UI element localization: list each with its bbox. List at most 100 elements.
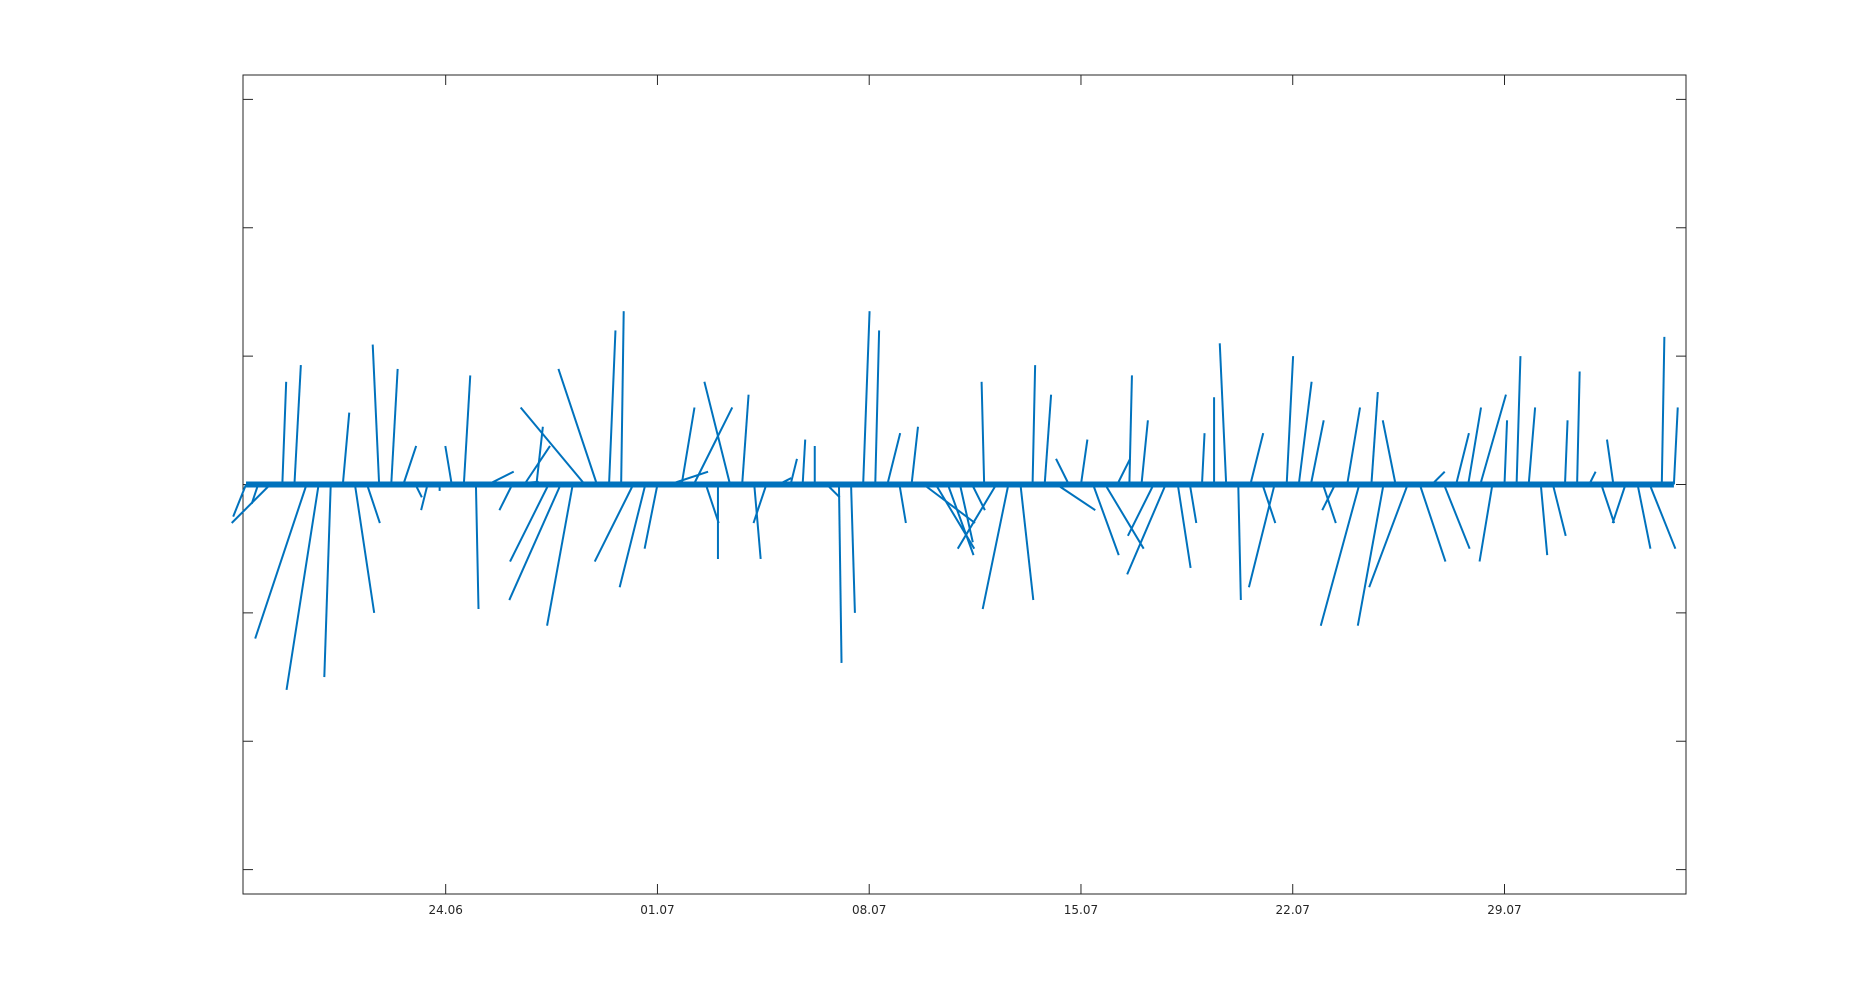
feather-vector: [366, 484, 381, 524]
feather-vector: [487, 470, 515, 486]
feather-vector: [1611, 484, 1627, 524]
feather-vector: [692, 407, 734, 485]
feather-vector: [1140, 420, 1149, 485]
feather-vector: [232, 484, 247, 517]
feather-vector: [1092, 484, 1120, 556]
feather-vector: [593, 484, 635, 562]
feather-vector: [523, 445, 551, 486]
feather-vector: [323, 484, 332, 678]
feather-vector: [1237, 484, 1242, 601]
feather-vector: [1636, 484, 1652, 549]
feather-vector: [390, 368, 399, 485]
x-tick-label: 08.07: [852, 903, 886, 917]
feather-vector: [910, 426, 919, 485]
feather-vector: [519, 406, 586, 486]
feather-vector: [1356, 484, 1385, 626]
feather-vector: [557, 368, 598, 485]
feather-vector: [254, 484, 308, 639]
feather-vector: [1247, 484, 1276, 588]
feather-vector: [509, 484, 550, 562]
feather-vector: [618, 484, 647, 588]
feather-vector: [1043, 394, 1053, 485]
feather-vector: [1600, 484, 1616, 524]
feather-vector: [462, 375, 472, 485]
feather-vector: [1019, 484, 1035, 601]
feather-vector: [1322, 484, 1337, 524]
feather-vector: [752, 484, 768, 524]
feather-vector: [293, 365, 302, 485]
feather-vector: [1551, 484, 1567, 537]
feather-vector: [498, 484, 514, 511]
feather-vector: [414, 484, 423, 498]
feather-vector: [231, 483, 271, 524]
feather-vector: [1605, 439, 1615, 485]
feather-vector: [704, 484, 720, 524]
feather-vector: [1660, 336, 1666, 485]
feather-vector: [1479, 394, 1507, 485]
feather-vector: [680, 407, 696, 485]
feather-vector: [956, 483, 998, 550]
feather-vector: [1563, 420, 1569, 485]
feather-vector: [1116, 458, 1132, 485]
feather-vector: [850, 484, 856, 613]
x-tick-label: 15.07: [1064, 903, 1098, 917]
feather-vector: [1346, 407, 1362, 485]
feather-vector: [1188, 484, 1198, 524]
feather-vector: [1249, 432, 1265, 485]
x-tick-label: 29.07: [1487, 903, 1521, 917]
feather-vector: [1127, 484, 1155, 537]
feather-vector: [1031, 365, 1037, 485]
feather-vector: [981, 484, 1010, 610]
feather-vector: [1370, 392, 1379, 485]
feather-vector: [1321, 484, 1336, 511]
feather-vector: [826, 483, 841, 499]
feather-vector: [1418, 484, 1447, 562]
feather-vector: [444, 445, 453, 485]
feather-vector: [1443, 484, 1471, 550]
feather-vector: [801, 439, 807, 485]
feather-vector: [874, 330, 881, 485]
feather-vector: [341, 412, 351, 485]
feather-vector: [1672, 407, 1679, 485]
feather-vector: [1285, 356, 1295, 485]
feather-vector: [1588, 471, 1597, 485]
feather-vector: [1503, 420, 1509, 485]
feather-vector: [285, 484, 320, 691]
feather-vector: [980, 381, 986, 485]
feather-vector: [862, 311, 871, 485]
feather-vector: [371, 344, 381, 485]
feather-vector: [608, 330, 617, 485]
feather-vector: [546, 484, 574, 626]
feather-vector: [1126, 484, 1167, 575]
feather-vector: [703, 381, 732, 485]
feather-vector: [753, 484, 762, 560]
feather-vector: [1079, 439, 1089, 485]
feather-vector: [1200, 433, 1206, 485]
x-tick-label: 24.06: [429, 903, 463, 917]
feather-vector: [1128, 375, 1133, 485]
feather-vector: [1309, 420, 1325, 485]
feather-vector: [886, 432, 902, 485]
feather-vector: [1056, 483, 1096, 512]
feather-vector: [1648, 484, 1677, 550]
feather-vector: [946, 484, 975, 556]
feather-vector: [420, 484, 429, 511]
feather-vector: [508, 484, 562, 601]
feather-vector: [1319, 484, 1361, 626]
feather-vector: [1539, 484, 1549, 556]
feather-vector: [1104, 483, 1145, 550]
feather-vector: [1576, 371, 1581, 485]
feather-vector: [837, 484, 843, 663]
feather-vector: [958, 484, 974, 543]
feather-vector: [1381, 420, 1397, 485]
feather-vector: [1527, 407, 1537, 485]
feather-vector: [281, 381, 288, 485]
feather-vector: [1515, 356, 1522, 485]
feather-vector: [474, 484, 480, 610]
feather-vector: [778, 477, 792, 486]
feather-vector: [1478, 484, 1494, 562]
feather-vector: [1431, 470, 1446, 486]
feather-vector: [1368, 484, 1409, 588]
feather-vector: [1297, 381, 1313, 485]
